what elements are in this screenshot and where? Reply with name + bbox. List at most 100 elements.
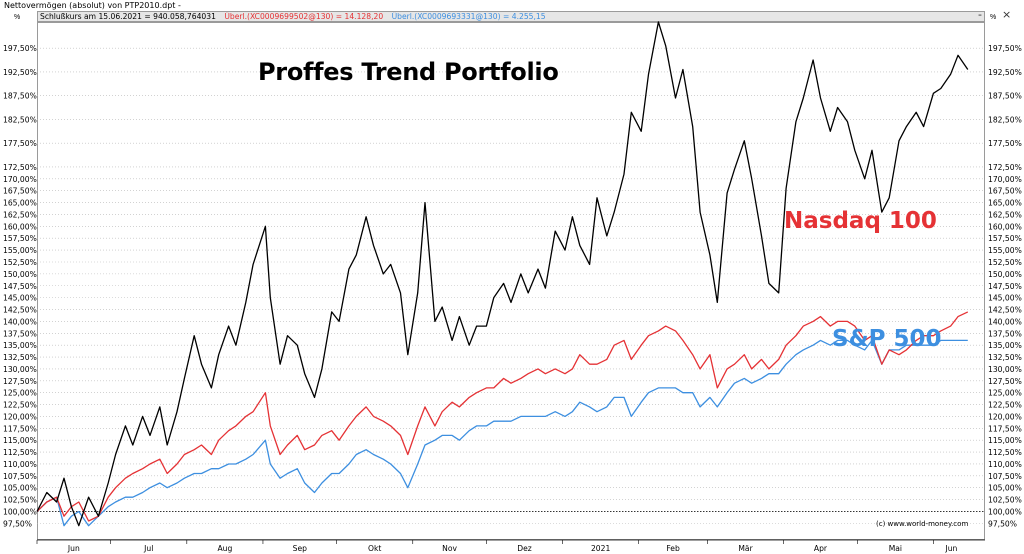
chart-caption: Nettovermögen (absolut) von PTP2010.dpt … (4, 1, 181, 10)
y-tick-label-left: 187,50% (3, 92, 37, 101)
y-tick-label-left: 177,50% (3, 139, 37, 148)
y-tick-label-left: 140,00% (3, 317, 37, 326)
y-tick-label-left: 172,50% (3, 163, 37, 172)
y-tick-label-right: 197,50% (988, 44, 1022, 53)
close-icon[interactable]: × (1002, 8, 1012, 21)
y-tick-label-left: 132,50% (3, 353, 37, 362)
y-tick-label-left: 197,50% (3, 44, 37, 53)
y-tick-label-right: 142,50% (988, 306, 1022, 315)
x-tick-label: Sep (293, 544, 307, 553)
y-tick-label-left: 97,50% (3, 519, 32, 528)
x-tick-label: Nov (442, 544, 457, 553)
x-tick-label: Aug (217, 544, 232, 553)
y-tick-label-right: 145,00% (988, 294, 1022, 303)
legend-sp500: Überl.(XC0009693331@130) = 4.255,15 (391, 12, 546, 21)
y-tick-label-left: 165,00% (3, 199, 37, 208)
y-tick-label-left: 162,50% (3, 210, 37, 219)
y-tick-label-left: 110,00% (3, 460, 37, 469)
y-tick-label-left: 142,50% (3, 306, 37, 315)
y-tick-label-right: 130,00% (988, 365, 1022, 374)
series-line-portfolio (36, 21, 969, 527)
x-tick-label: 2021 (591, 544, 610, 553)
x-tick-label: Jun (944, 544, 957, 553)
y-tick-label-right: 132,50% (988, 353, 1022, 362)
y-tick-label-right: 127,50% (988, 377, 1022, 386)
y-tick-label-right: 170,00% (988, 175, 1022, 184)
y-tick-label-right: 107,50% (988, 472, 1022, 481)
y-tick-label-right: 150,00% (988, 270, 1022, 279)
y-tick-label-left: 192,50% (3, 68, 37, 77)
legend-bar: Schlußkurs am 15.06.2021 = 940.058,76403… (37, 11, 985, 22)
y-tick-label-right: 155,00% (988, 246, 1022, 255)
y-tick-label-left: 107,50% (3, 472, 37, 481)
y-tick-label-right: 167,50% (988, 187, 1022, 196)
y-tick-label-right: 152,50% (988, 258, 1022, 267)
x-tick-label: Jul (143, 544, 153, 553)
y-unit-right: % (990, 14, 997, 21)
y-tick-label-right: 105,00% (988, 484, 1022, 493)
nasdaq-label: Nasdaq 100 (784, 208, 937, 234)
y-tick-label-left: 157,50% (3, 234, 37, 243)
y-tick-label-left: 167,50% (3, 187, 37, 196)
x-tick-label: Apr (814, 544, 828, 553)
y-tick-label-right: 122,50% (988, 401, 1022, 410)
y-tick-label-right: 165,00% (988, 199, 1022, 208)
y-tick-label-right: 182,50% (988, 115, 1022, 124)
y-tick-label-left: 137,50% (3, 329, 37, 338)
y-tick-label-left: 145,00% (3, 294, 37, 303)
chart-title: Proffes Trend Portfolio (258, 58, 559, 86)
x-tick-label: Feb (666, 544, 680, 553)
y-unit-left: % (14, 14, 21, 21)
y-tick-label-left: 155,00% (3, 246, 37, 255)
y-tick-label-right: 157,50% (988, 234, 1022, 243)
legend-portfolio: Schlußkurs am 15.06.2021 = 940.058,76403… (40, 12, 216, 21)
y-tick-label-right: 160,00% (988, 222, 1022, 231)
y-tick-label-left: 100,00% (3, 507, 37, 516)
y-tick-label-right: 177,50% (988, 139, 1022, 148)
y-tick-label-left: 127,50% (3, 377, 37, 386)
y-tick-label-right: 135,00% (988, 341, 1022, 350)
x-tick-label: Okt (368, 544, 381, 553)
sp500-label: S&P 500 (832, 326, 942, 352)
y-tick-label-right: 117,50% (988, 424, 1022, 433)
y-tick-label-right: 172,50% (988, 163, 1022, 172)
y-tick-label-left: 152,50% (3, 258, 37, 267)
y-tick-label-left: 130,00% (3, 365, 37, 374)
y-tick-label-left: 115,00% (3, 436, 37, 445)
x-tick-label: Mai (889, 544, 902, 553)
y-tick-label-left: 102,50% (3, 496, 37, 505)
y-tick-label-right: 97,50% (988, 519, 1017, 528)
y-tick-label-left: 182,50% (3, 115, 37, 124)
y-tick-label-left: 150,00% (3, 270, 37, 279)
y-tick-label-right: 125,00% (988, 389, 1022, 398)
plot-area (37, 22, 985, 540)
y-tick-label-left: 120,00% (3, 412, 37, 421)
minimize-icon[interactable]: - (978, 8, 982, 21)
x-tick-label: Mär (738, 544, 753, 553)
y-tick-label-right: 100,00% (988, 507, 1022, 516)
y-tick-label-left: 112,50% (3, 448, 37, 457)
y-tick-label-right: 192,50% (988, 68, 1022, 77)
x-tick-label: Jun (67, 544, 80, 553)
series-line-nasdaq (36, 311, 969, 522)
y-tick-label-left: 105,00% (3, 484, 37, 493)
y-tick-label-right: 102,50% (988, 496, 1022, 505)
y-tick-label-left: 135,00% (3, 341, 37, 350)
y-tick-label-right: 187,50% (988, 92, 1022, 101)
y-tick-label-right: 137,50% (988, 329, 1022, 338)
y-tick-label-right: 110,00% (988, 460, 1022, 469)
y-tick-label-right: 115,00% (988, 436, 1022, 445)
y-tick-label-right: 112,50% (988, 448, 1022, 457)
y-tick-label-left: 117,50% (3, 424, 37, 433)
y-tick-label-left: 122,50% (3, 401, 37, 410)
series-line-sp500 (36, 339, 968, 527)
y-tick-label-right: 140,00% (988, 317, 1022, 326)
y-tick-label-right: 120,00% (988, 412, 1022, 421)
legend-nasdaq: Überl.(XC0009699502@130) = 14.128,20 (224, 12, 384, 21)
y-tick-label-left: 147,50% (3, 282, 37, 291)
y-tick-label-left: 160,00% (3, 222, 37, 231)
y-tick-label-left: 170,00% (3, 175, 37, 184)
y-tick-label-right: 162,50% (988, 210, 1022, 219)
y-tick-label-left: 125,00% (3, 389, 37, 398)
